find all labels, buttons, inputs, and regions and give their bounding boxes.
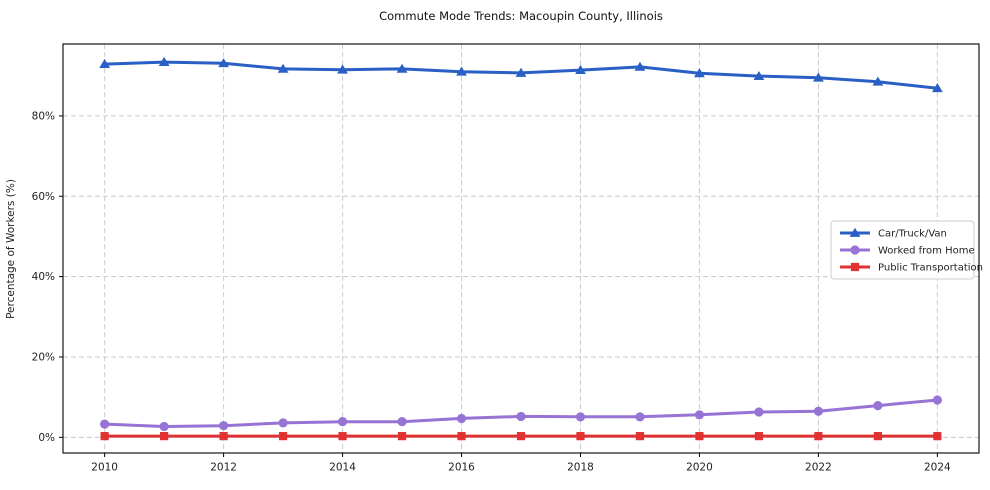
circle-marker — [932, 395, 942, 405]
circle-marker — [754, 407, 764, 417]
triangle-marker — [753, 70, 765, 81]
circle-marker — [575, 412, 586, 422]
x-axis: 2010 2012 2014 2016 2018 2020 2022 2024 — [91, 453, 951, 474]
circle-marker — [100, 419, 110, 429]
y-axis-title: Percentage of Workers (%) — [5, 179, 17, 319]
legend-item-car-truck-van: Car/Truck/Van — [840, 227, 947, 240]
chart-title: Commute Mode Trends: Macoupin County, Il… — [379, 9, 663, 23]
series-public-transportation — [100, 432, 942, 441]
triangle-marker — [158, 56, 170, 66]
triangle-marker — [634, 61, 646, 71]
x-tick-label: 2020 — [686, 462, 713, 474]
plot-border — [62, 43, 980, 454]
square-marker — [873, 432, 882, 441]
triangle-marker — [277, 63, 289, 73]
legend-item-worked-from-home: Worked from Home — [840, 245, 975, 257]
y-tick-label: 0% — [38, 432, 55, 444]
circle-marker — [218, 421, 229, 431]
x-tick-label: 2022 — [805, 462, 832, 474]
legend-label: Worked from Home — [878, 246, 975, 257]
triangle-marker — [931, 82, 943, 93]
x-tick-label: 2024 — [924, 462, 951, 474]
square-marker — [933, 432, 942, 441]
square-marker — [278, 432, 288, 441]
x-tick-label: 2012 — [210, 462, 237, 474]
circle-marker — [813, 406, 824, 416]
triangle-marker — [872, 76, 884, 86]
series-car-truck-van — [99, 56, 943, 93]
square-marker — [397, 432, 407, 441]
triangle-marker — [515, 67, 527, 77]
circle-marker — [456, 413, 467, 424]
square-marker — [219, 432, 228, 441]
triangle-marker — [575, 64, 586, 75]
y-tick-label: 20% — [32, 352, 55, 364]
y-tick-label: 60% — [32, 191, 55, 203]
circle-marker — [397, 417, 407, 427]
circle-marker — [850, 245, 860, 255]
square-marker — [516, 432, 526, 441]
legend-box — [830, 220, 975, 280]
legend-label: Car/Truck/Van — [878, 229, 947, 240]
square-marker — [814, 432, 823, 441]
square-marker — [576, 432, 585, 441]
square-marker — [160, 432, 169, 441]
triangle-marker — [813, 72, 824, 82]
circle-marker — [159, 421, 169, 432]
y-axis: 0% 20% 40% 60% 80% — [32, 111, 63, 444]
y-tick-label: 80% — [32, 111, 55, 123]
triangle-marker — [849, 227, 861, 237]
series-worked-from-home — [100, 395, 942, 432]
circle-marker — [873, 400, 883, 411]
legend: Car/Truck/Van Worked from Home Public Tran… — [830, 220, 983, 280]
triangle-marker — [396, 63, 408, 73]
y-tick-label: 40% — [32, 271, 55, 283]
circle-marker — [337, 417, 348, 427]
x-tick-label: 2018 — [567, 462, 594, 474]
triangle-marker — [218, 58, 229, 68]
square-marker — [850, 262, 860, 272]
triangle-marker — [456, 66, 467, 76]
triangle-marker — [337, 64, 348, 74]
x-tick-label: 2016 — [448, 462, 475, 474]
x-tick-label: 2010 — [91, 462, 118, 474]
legend-label: Public Transportation — [878, 263, 983, 274]
triangle-marker — [99, 58, 111, 68]
legend-item-public-transportation: Public Transportation — [840, 263, 983, 274]
circle-marker — [694, 410, 705, 420]
square-marker — [635, 432, 645, 441]
square-marker — [338, 432, 347, 441]
circle-marker — [635, 412, 645, 422]
circle-marker — [278, 418, 288, 428]
square-marker — [695, 432, 704, 441]
square-marker — [457, 432, 466, 441]
circle-marker — [516, 411, 526, 422]
square-marker — [754, 432, 764, 441]
square-marker — [100, 432, 109, 441]
x-tick-label: 2014 — [329, 462, 356, 474]
triangle-marker — [694, 68, 705, 78]
